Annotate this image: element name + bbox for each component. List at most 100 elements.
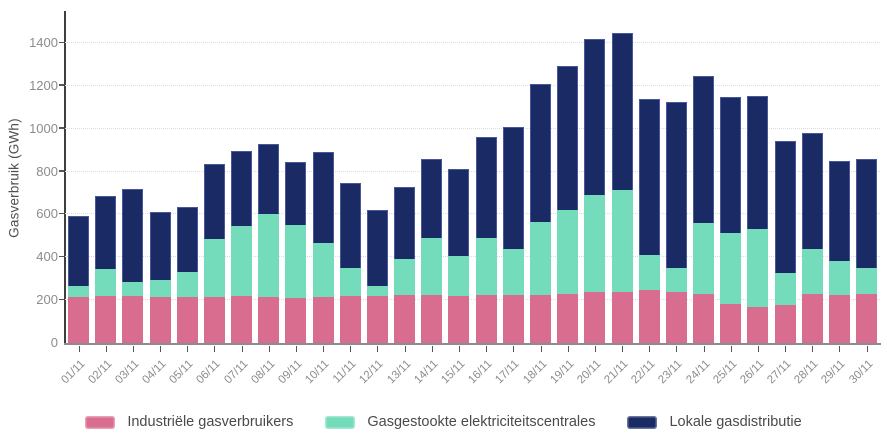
stacked-bar-19/11[interactable] [557,65,579,343]
bar-segment[interactable] [774,140,796,274]
bar-segment[interactable] [176,297,198,343]
bar-segment[interactable] [366,296,388,343]
bar-segment[interactable] [421,237,443,296]
stacked-bar-01/11[interactable] [68,215,90,343]
bar-segment[interactable] [95,269,117,297]
stacked-bar-08/11[interactable] [258,144,280,343]
bar-segment[interactable] [557,294,579,343]
bar-segment[interactable] [394,295,416,343]
stacked-bar-16/11[interactable] [475,136,497,343]
stacked-bar-03/11[interactable] [122,188,144,343]
bar-segment[interactable] [312,152,334,244]
bar-segment[interactable] [231,151,253,226]
bar-segment[interactable] [747,229,769,307]
bar-segment[interactable] [95,196,117,270]
bar-segment[interactable] [530,294,551,343]
bar-segment[interactable] [258,297,280,343]
bar-segment[interactable] [611,32,633,191]
stacked-bar-23/11[interactable] [665,101,687,343]
bar-segment[interactable] [394,258,416,296]
bar-segment[interactable] [475,295,497,343]
bar-segment[interactable] [448,169,470,256]
stacked-bar-28/11[interactable] [801,133,823,343]
bar-segment[interactable] [176,272,198,298]
bar-segment[interactable] [557,65,579,211]
bar-segment[interactable] [747,306,769,343]
bar-segment[interactable] [530,84,551,222]
bar-segment[interactable] [693,75,715,223]
bar-segment[interactable] [611,291,633,343]
bar-segment[interactable] [638,98,660,255]
legend-item[interactable]: Gasgestookte elektriciteitscentrales [325,414,595,430]
bar-segment[interactable] [557,210,579,295]
stacked-bar-02/11[interactable] [95,196,117,343]
bar-segment[interactable] [584,291,606,343]
bar-segment[interactable] [475,136,497,239]
bar-segment[interactable] [68,296,90,343]
bar-segment[interactable] [665,291,687,343]
bar-segment[interactable] [693,222,715,295]
stacked-bar-25/11[interactable] [720,96,742,343]
bar-segment[interactable] [665,268,687,292]
bar-segment[interactable] [856,294,878,343]
bar-segment[interactable] [828,160,850,262]
bar-segment[interactable] [801,248,823,295]
bar-segment[interactable] [231,295,253,343]
bar-segment[interactable] [584,195,606,292]
stacked-bar-15/11[interactable] [448,169,470,343]
bar-segment[interactable] [285,162,307,226]
bar-segment[interactable] [856,158,878,268]
bar-segment[interactable] [774,305,796,343]
bar-segment[interactable] [693,294,715,343]
bar-segment[interactable] [366,210,388,286]
bar-segment[interactable] [203,239,225,297]
stacked-bar-26/11[interactable] [747,96,769,343]
legend-item[interactable]: Industriële gasverbruikers [85,414,293,430]
stacked-bar-29/11[interactable] [828,160,850,343]
bar-segment[interactable] [801,133,823,249]
stacked-bar-11/11[interactable] [339,182,361,343]
bar-segment[interactable] [339,296,361,343]
bar-segment[interactable] [828,261,850,295]
bar-segment[interactable] [339,182,361,268]
bar-segment[interactable] [638,254,660,291]
bar-segment[interactable] [747,96,769,230]
stacked-bar-04/11[interactable] [149,211,171,343]
bar-segment[interactable] [502,127,524,250]
bar-segment[interactable] [95,296,117,343]
bar-segment[interactable] [638,290,660,343]
bar-segment[interactable] [611,190,633,292]
bar-segment[interactable] [176,206,198,273]
bar-segment[interactable] [312,296,334,343]
stacked-bar-27/11[interactable] [774,140,796,343]
stacked-bar-22/11[interactable] [638,98,660,343]
bar-segment[interactable] [231,225,253,296]
bar-segment[interactable] [584,38,606,196]
legend-item[interactable]: Lokale gasdistributie [627,414,802,430]
bar-segment[interactable] [394,187,416,259]
bar-segment[interactable] [203,296,225,343]
stacked-bar-20/11[interactable] [584,38,606,343]
stacked-bar-18/11[interactable] [530,84,551,343]
bar-segment[interactable] [149,296,171,343]
bar-segment[interactable] [366,285,388,297]
stacked-bar-10/11[interactable] [312,152,334,343]
bar-segment[interactable] [720,232,742,305]
bar-segment[interactable] [774,273,796,306]
stacked-bar-06/11[interactable] [203,164,225,343]
stacked-bar-05/11[interactable] [176,206,198,343]
bar-segment[interactable] [856,267,878,295]
bar-segment[interactable] [665,101,687,269]
bar-segment[interactable] [502,249,524,295]
bar-segment[interactable] [68,286,90,297]
stacked-bar-09/11[interactable] [285,162,307,343]
bar-segment[interactable] [285,298,307,343]
bar-segment[interactable] [475,238,497,295]
bar-segment[interactable] [720,304,742,343]
bar-segment[interactable] [448,255,470,296]
stacked-bar-12/11[interactable] [366,210,388,343]
bar-segment[interactable] [149,211,171,281]
bar-segment[interactable] [312,243,334,297]
bar-segment[interactable] [258,144,280,215]
stacked-bar-21/11[interactable] [611,32,633,343]
